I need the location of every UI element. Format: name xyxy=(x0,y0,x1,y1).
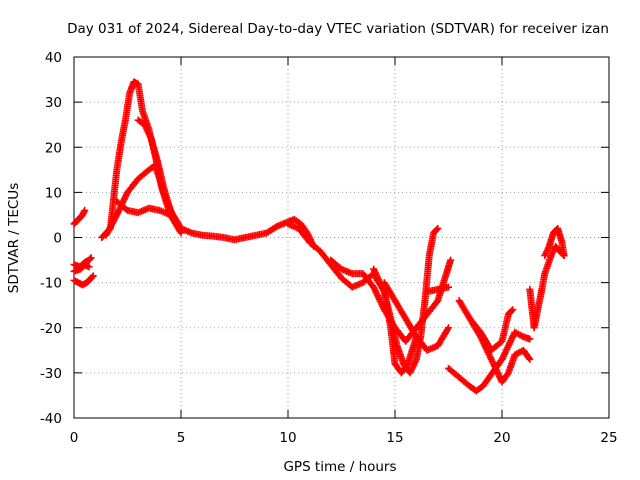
x-tick-label: 25 xyxy=(600,430,617,446)
x-axis-label: GPS time / hours xyxy=(283,459,396,475)
y-tick-label: 30 xyxy=(45,95,62,111)
y-axis-label: SDTVAR / TECUs xyxy=(6,183,22,293)
data-point xyxy=(526,355,534,363)
data-point xyxy=(508,307,516,315)
x-ticks: 0 5 10 15 20 25 xyxy=(70,57,618,446)
y-tick-label: -30 xyxy=(40,366,62,382)
data-points xyxy=(70,78,568,395)
x-tick-label: 20 xyxy=(493,430,510,446)
grid xyxy=(74,57,609,418)
chart-title: Day 031 of 2024, Sidereal Day-to-day VTE… xyxy=(67,21,609,37)
x-tick-label: 10 xyxy=(279,430,296,446)
y-tick-label: 40 xyxy=(45,50,62,66)
data-point xyxy=(85,263,93,271)
data-point xyxy=(89,272,97,280)
x-tick-label: 5 xyxy=(177,430,186,446)
data-point xyxy=(509,306,517,314)
data-point xyxy=(447,256,455,264)
y-tick-label: -40 xyxy=(40,411,62,427)
data-point xyxy=(177,224,185,232)
x-tick-label: 15 xyxy=(386,430,403,446)
y-tick-label: 0 xyxy=(53,231,62,247)
y-ticks: -40 -30 -20 -10 0 10 20 30 40 xyxy=(40,50,609,427)
x-tick-label: 0 xyxy=(70,430,79,446)
y-tick-label: -20 xyxy=(40,321,62,337)
data-point xyxy=(87,254,95,262)
y-tick-label: 10 xyxy=(45,185,62,201)
data-point xyxy=(445,324,452,332)
data-point xyxy=(434,224,442,232)
data-point xyxy=(445,283,452,291)
data-point xyxy=(88,273,96,281)
data-point xyxy=(560,252,568,260)
y-tick-label: -10 xyxy=(40,276,62,292)
data-point xyxy=(525,354,533,362)
data-point xyxy=(81,206,89,214)
data-point xyxy=(86,255,94,263)
data-point xyxy=(526,335,534,343)
y-tick-label: 20 xyxy=(45,140,62,156)
data-point xyxy=(433,226,441,234)
